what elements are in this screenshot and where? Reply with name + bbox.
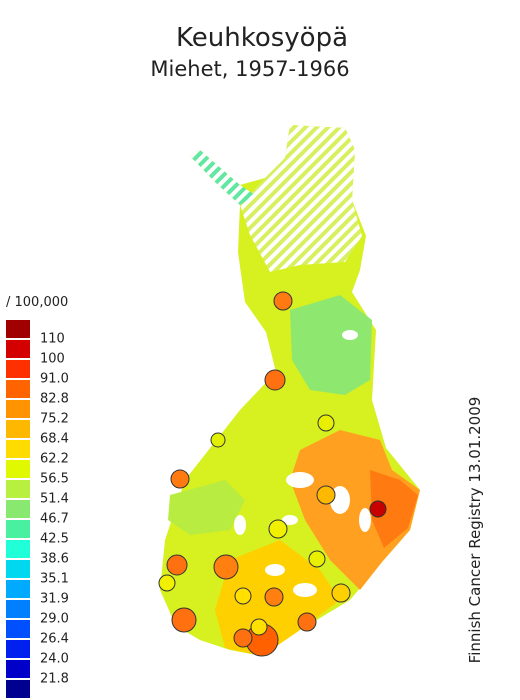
northwest-arm: [190, 150, 255, 205]
legend-label: 29.0: [40, 612, 69, 627]
legend-label: 51.4: [40, 492, 69, 507]
lapland: [240, 125, 362, 272]
credit: Finnish Cancer Registry 13.01.2009: [466, 397, 484, 664]
legend-swatch: [6, 680, 30, 698]
southeast-core: [370, 470, 418, 548]
legend-swatch: [6, 600, 30, 618]
legend-swatch: [6, 520, 30, 538]
legend-swatch: [6, 400, 30, 418]
legend-swatch: [6, 420, 30, 438]
legend-swatch: [6, 440, 30, 458]
legend-label: 42.5: [40, 532, 69, 547]
legend-label: 100: [40, 352, 65, 367]
legend-label: 21.8: [40, 672, 69, 687]
legend-label: 46.7: [40, 512, 69, 527]
map: [158, 125, 420, 657]
legend-label: 91.0: [40, 372, 69, 387]
legend-label: 110: [40, 332, 65, 347]
legend-label: 75.2: [40, 412, 69, 427]
legend: / 100,000 110 100 91.0 82.8 75.2 68.4 62.2 56.5…: [6, 295, 69, 698]
municipality-markers: [158, 291, 387, 657]
legend-swatch: [6, 380, 30, 398]
title: Keuhkosyöpä: [176, 23, 348, 53]
legend-swatch: [6, 640, 30, 658]
legend-swatch: [6, 560, 30, 578]
legend-swatch: [6, 660, 30, 678]
central-north-region: [290, 295, 372, 395]
legend-label: 24.0: [40, 652, 69, 667]
west-region: [168, 480, 245, 535]
legend-swatch: [6, 500, 30, 518]
legend-label: 56.5: [40, 472, 69, 487]
southeast-region: [290, 430, 420, 590]
subtitle: Miehet, 1957-1966: [150, 57, 349, 81]
legend-swatch: [6, 340, 30, 358]
legend-label: 68.4: [40, 432, 69, 447]
legend-swatch: [6, 620, 30, 638]
legend-label: 82.8: [40, 392, 69, 407]
legend-unit: / 100,000: [6, 295, 68, 310]
legend-swatch: [6, 360, 30, 378]
legend-label: 38.6: [40, 552, 69, 567]
legend-swatch: [6, 320, 30, 338]
legend-label: 62.2: [40, 452, 69, 467]
legend-label: 31.9: [40, 592, 69, 607]
legend-swatch: [6, 580, 30, 598]
legend-swatch: [6, 480, 30, 498]
legend-swatch: [6, 460, 30, 478]
legend-swatch: [6, 540, 30, 558]
legend-label: 26.4: [40, 632, 69, 647]
legend-label: 35.1: [40, 572, 69, 587]
